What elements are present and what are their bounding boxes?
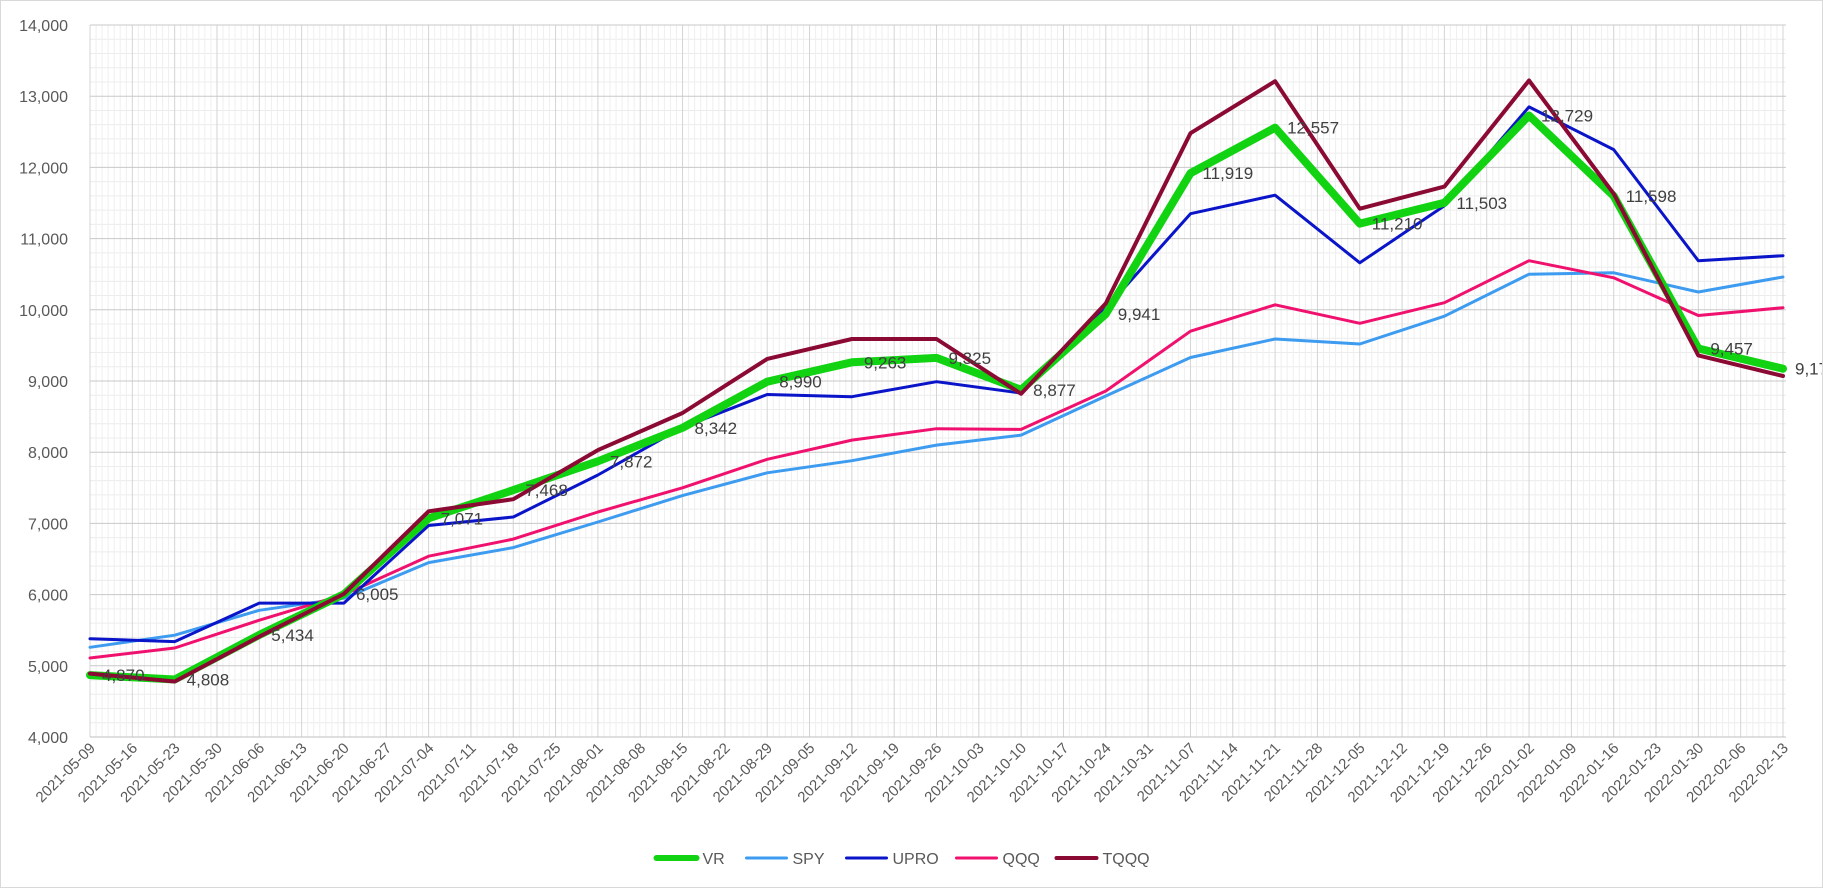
axis-layer: 4,000 5,000 6,000 7,000 8,000 9,000 10,000 11,0…: [19, 18, 1792, 806]
vr-data-label: 9,173: [1795, 360, 1822, 379]
y-tick-label: 8,000: [28, 445, 68, 462]
data-label-layer: 4,870 4,808 5,434 6,005 7,071 7,468 7,872 8,342…: [102, 106, 1823, 689]
series-line-qqq: [88, 259, 1785, 660]
grid-layer: [89, 24, 1786, 738]
vr-data-label: 11,598: [1626, 187, 1677, 206]
y-tick-label: 14,000: [19, 18, 68, 35]
y-tick-label: 11,000: [20, 232, 68, 249]
legend-label-vr: VR: [703, 851, 725, 868]
y-tick-label: 12,000: [19, 160, 68, 177]
vr-data-label: 9,325: [949, 349, 992, 368]
legend-item-upro: UPRO: [845, 851, 939, 868]
legend-item-qqq: QQQ: [955, 851, 1040, 868]
vr-data-label: 11,210: [1372, 215, 1423, 234]
vr-data-label: 11,503: [1456, 194, 1507, 213]
vr-data-label: 11,919: [1202, 164, 1253, 183]
y-tick-label: 10,000: [19, 303, 68, 320]
legend-label-tqqq: TQQQ: [1103, 851, 1150, 868]
vr-data-label: 12,557: [1287, 119, 1339, 138]
series-layer: [86, 78, 1787, 684]
vr-data-label: 9,263: [864, 353, 907, 372]
vr-data-label: 8,877: [1033, 381, 1076, 400]
vr-data-label: 4,870: [102, 666, 145, 685]
vr-data-label: 5,434: [271, 626, 314, 645]
vr-data-label: 9,457: [1710, 339, 1753, 358]
vr-data-label: 6,005: [356, 585, 399, 604]
y-tick-label: 6,000: [28, 588, 68, 605]
y-tick-label: 4,000: [28, 730, 68, 747]
vr-data-label: 4,808: [187, 670, 230, 689]
vr-data-label: 9,941: [1118, 305, 1161, 324]
vr-data-label: 7,071: [441, 509, 484, 528]
legend: VR SPY UPRO QQQ TQQQ: [653, 851, 1150, 868]
y-tick-label: 7,000: [28, 516, 68, 533]
series-line-spy: [88, 271, 1785, 649]
legend-label-qqq: QQQ: [1003, 851, 1040, 868]
vr-data-label: 7,468: [525, 481, 568, 500]
y-tick-label: 9,000: [28, 374, 68, 391]
vr-data-label: 8,990: [779, 373, 822, 392]
legend-item-spy: SPY: [745, 851, 825, 868]
legend-label-spy: SPY: [793, 851, 825, 868]
series-line-tqqq: [88, 78, 1785, 684]
legend-item-vr: VR: [653, 851, 725, 868]
y-tick-label: 13,000: [19, 89, 68, 106]
vr-data-label: 12,729: [1541, 106, 1593, 125]
vr-data-label: 7,872: [610, 452, 653, 471]
y-tick-label: 5,000: [28, 659, 68, 676]
legend-label-upro: UPRO: [893, 851, 939, 868]
vr-data-label: 8,342: [695, 419, 738, 438]
legend-item-tqqq: TQQQ: [1054, 851, 1150, 868]
